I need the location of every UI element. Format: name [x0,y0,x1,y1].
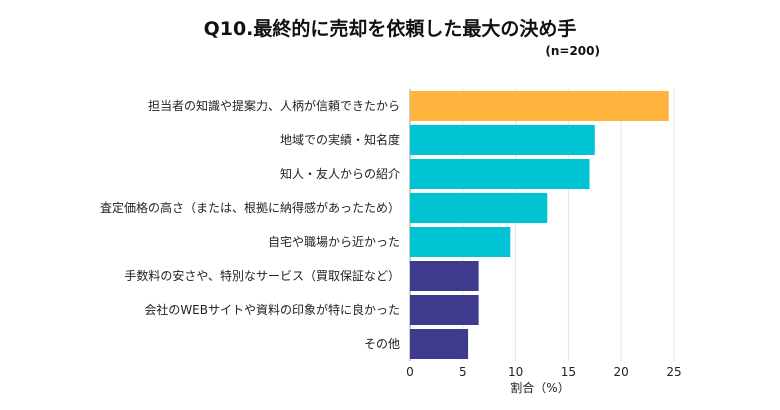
bar [410,227,511,257]
x-tick-label: 15 [561,365,576,379]
x-tick-labels: 0 5 10 15 20 25 [406,365,681,379]
x-tick-label: 5 [459,365,467,379]
bar [410,91,669,121]
chart-title: Q10.最終的に売却を依頼した最大の決め手 [203,18,577,40]
x-tick-label: 0 [406,365,414,379]
category-label: その他 [364,337,400,351]
bar [410,125,595,155]
bar [410,295,479,325]
bar [410,159,590,189]
category-labels: 担当者の知識や提案力、人柄が信頼できたから地域での実績・知名度知人・友人からの紹… [100,98,400,351]
chart-subtitle: (n=200) [545,44,600,58]
x-tick-label: 25 [666,365,681,379]
x-axis-title: 割合（%） [510,380,569,395]
category-label: 担当者の知識や提案力、人柄が信頼できたから [148,98,400,113]
bars [410,91,669,359]
category-label: 知人・友人からの紹介 [280,167,400,181]
category-label: 手数料の安さや、特別なサービス（買取保証など） [124,268,400,283]
bar [410,329,469,359]
bar [410,261,479,291]
category-label: 査定価格の高さ（または、根拠に納得感があったため） [100,200,400,215]
category-label: 会社のWEBサイトや資料の印象が特に良かった [144,302,400,317]
bar [410,193,548,223]
category-label: 自宅や職場から近かった [268,234,400,249]
category-label: 地域での実績・知名度 [280,132,400,147]
x-tick-label: 20 [614,365,629,379]
x-tick-label: 10 [508,365,523,379]
